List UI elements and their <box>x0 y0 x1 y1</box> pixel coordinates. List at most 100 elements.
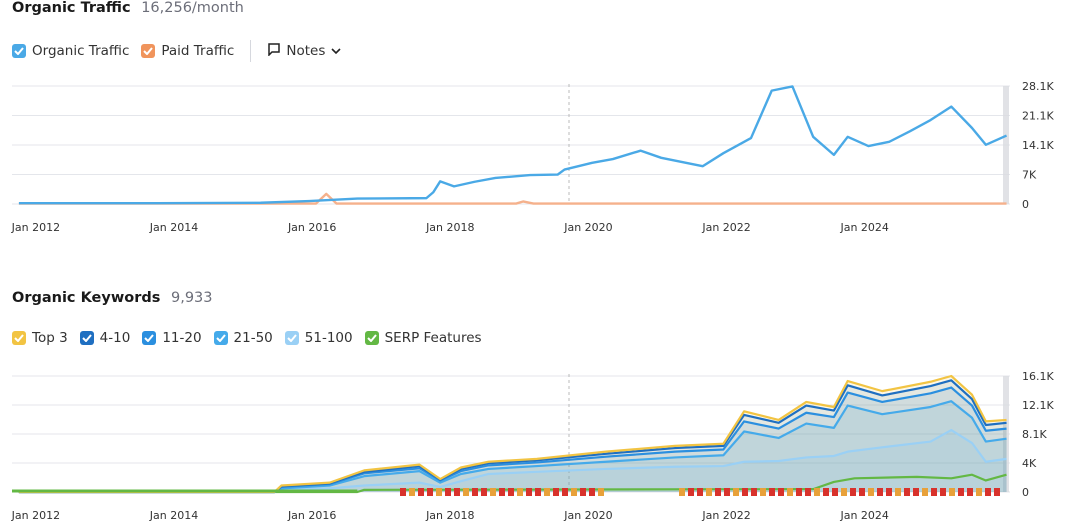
serp-feature-marker[interactable] <box>904 488 910 496</box>
checkbox-11-20[interactable] <box>142 331 157 345</box>
legend-21-50[interactable]: 21-50 <box>213 330 273 346</box>
serp-feature-marker[interactable] <box>940 488 946 496</box>
serp-feature-marker[interactable] <box>454 488 460 496</box>
serp-feature-marker[interactable] <box>409 488 415 496</box>
x-tick-label: Jan 2024 <box>839 221 888 234</box>
checkbox-4-10[interactable] <box>79 331 94 345</box>
current-period-band <box>1003 376 1009 492</box>
serp-feature-marker[interactable] <box>832 488 838 496</box>
serp-feature-marker[interactable] <box>571 488 577 496</box>
serp-feature-marker[interactable] <box>580 488 586 496</box>
legend-4-10[interactable]: 4-10 <box>79 330 130 346</box>
checkbox-51-100[interactable] <box>284 331 299 345</box>
serp-feature-marker[interactable] <box>859 488 865 496</box>
serp-feature-marker[interactable] <box>751 488 757 496</box>
serp-feature-marker[interactable] <box>958 488 964 496</box>
x-tick-label: Jan 2022 <box>701 221 750 234</box>
traffic-chart: 28.1K 21.1K 14.1K 7K 0 Jan 2012 Jan 2014 Jan 20… <box>11 80 1055 234</box>
y-tick-label: 4K <box>1022 457 1037 470</box>
legend-paid-traffic[interactable]: Paid Traffic <box>141 43 234 59</box>
serp-feature-marker[interactable] <box>877 488 883 496</box>
traffic-header: Organic Traffic 16,256/month <box>12 0 244 16</box>
series-line-paid-traffic <box>18 192 1007 205</box>
serp-feature-marker[interactable] <box>868 488 874 496</box>
serp-feature-marker[interactable] <box>976 488 982 496</box>
serp-feature-marker[interactable] <box>517 488 523 496</box>
checkbox-top-3[interactable] <box>12 331 26 345</box>
serp-feature-marker[interactable] <box>823 488 829 496</box>
serp-feature-marker[interactable] <box>562 488 568 496</box>
serp-feature-marker[interactable] <box>742 488 748 496</box>
serp-feature-marker[interactable] <box>841 488 847 496</box>
serp-feature-marker[interactable] <box>796 488 802 496</box>
serp-feature-marker[interactable] <box>733 488 739 496</box>
notes-dropdown[interactable]: Notes <box>267 42 341 60</box>
serp-feature-marker[interactable] <box>931 488 937 496</box>
legend-organic-traffic[interactable]: Organic Traffic <box>12 43 129 59</box>
checkbox-organic-traffic[interactable] <box>12 44 26 58</box>
serp-feature-marker[interactable] <box>922 488 928 496</box>
serp-feature-marker[interactable] <box>553 488 559 496</box>
serp-feature-marker[interactable] <box>760 488 766 496</box>
serp-feature-marker[interactable] <box>427 488 433 496</box>
area-4-10 <box>18 380 1007 492</box>
y-tick-label: 0 <box>1022 198 1029 211</box>
checkbox-paid-traffic[interactable] <box>141 44 156 58</box>
serp-feature-marker[interactable] <box>697 488 703 496</box>
legend-top-3[interactable]: Top 3 <box>12 330 68 346</box>
serp-feature-marker[interactable] <box>490 488 496 496</box>
serp-feature-marker[interactable] <box>688 488 694 496</box>
traffic-value: 16,256/month <box>141 0 244 16</box>
serp-feature-marker[interactable] <box>481 488 487 496</box>
serp-feature-marker[interactable] <box>508 488 514 496</box>
serp-feature-marker[interactable] <box>949 488 955 496</box>
y-tick-label: 0 <box>1022 486 1029 499</box>
serp-feature-marker[interactable] <box>499 488 505 496</box>
serp-feature-marker[interactable] <box>472 488 478 496</box>
serp-feature-marker[interactable] <box>535 488 541 496</box>
x-tick-label: Jan 2014 <box>149 509 198 522</box>
serp-feature-marker[interactable] <box>544 488 550 496</box>
series-line-organic-traffic <box>18 85 1008 205</box>
legend-51-100[interactable]: 51-100 <box>284 330 353 346</box>
checkbox-21-50[interactable] <box>213 331 228 345</box>
serp-feature-marker[interactable] <box>724 488 730 496</box>
serp-feature-marker[interactable] <box>850 488 856 496</box>
serp-feature-marker[interactable] <box>814 488 820 496</box>
serp-feature-marker[interactable] <box>445 488 451 496</box>
serp-feature-marker[interactable] <box>436 488 442 496</box>
x-tick-label: Jan 2014 <box>149 221 198 234</box>
serp-feature-marker[interactable] <box>886 488 892 496</box>
serp-feature-marker[interactable] <box>400 488 406 496</box>
legend-divider <box>250 40 252 62</box>
serp-feature-marker[interactable] <box>994 488 1000 496</box>
serp-feature-marker[interactable] <box>913 488 919 496</box>
serp-feature-marker[interactable] <box>418 488 424 496</box>
serp-feature-marker[interactable] <box>589 488 595 496</box>
x-tick-label: Jan 2022 <box>701 509 750 522</box>
serp-feature-marker[interactable] <box>598 488 604 496</box>
serp-feature-marker[interactable] <box>787 488 793 496</box>
keywords-title: Organic Keywords <box>12 290 161 306</box>
serp-feature-marker[interactable] <box>715 488 721 496</box>
serp-feature-marker[interactable] <box>769 488 775 496</box>
y-tick-label: 14.1K <box>1022 139 1054 152</box>
serp-feature-marker[interactable] <box>895 488 901 496</box>
serp-feature-marker[interactable] <box>805 488 811 496</box>
keywords-value: 9,933 <box>170 290 213 306</box>
legend-11-20[interactable]: 11-20 <box>142 330 202 346</box>
x-tick-label: Jan 2020 <box>563 221 612 234</box>
area-11-20 <box>18 387 1007 492</box>
serp-feature-marker[interactable] <box>526 488 532 496</box>
checkbox-serp-features[interactable] <box>364 331 379 345</box>
series-line-21-50 <box>18 400 1007 494</box>
serp-feature-marker[interactable] <box>985 488 991 496</box>
y-tick-label: 21.1K <box>1022 110 1054 123</box>
legend-label: Top 3 <box>32 330 68 346</box>
serp-feature-marker[interactable] <box>967 488 973 496</box>
serp-feature-marker[interactable] <box>463 488 469 496</box>
serp-feature-marker[interactable] <box>706 488 712 496</box>
legend-serp-features[interactable]: SERP Features <box>364 330 482 346</box>
serp-feature-marker[interactable] <box>778 488 784 496</box>
serp-feature-marker[interactable] <box>679 488 685 496</box>
